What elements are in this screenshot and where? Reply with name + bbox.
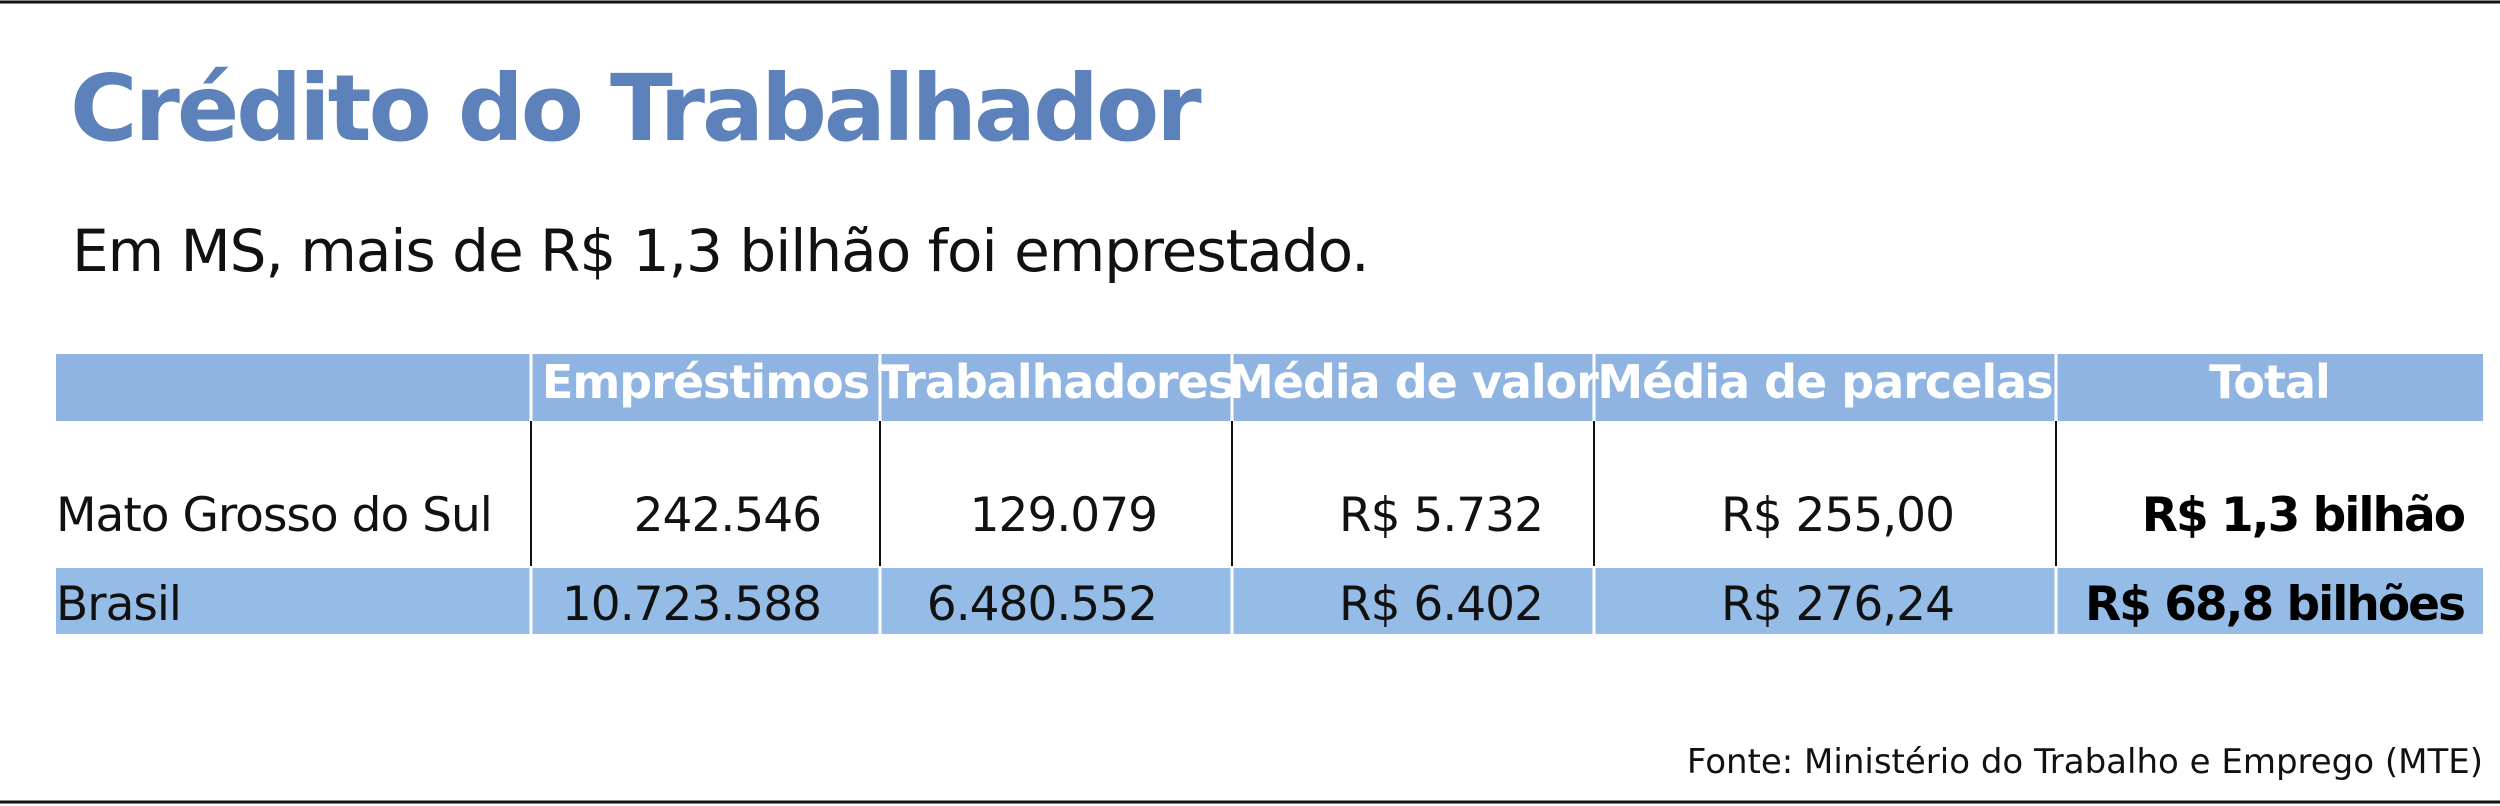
column-header: Total: [2209, 355, 2330, 409]
column-header: Média de valor: [1228, 355, 1599, 409]
cell: 242.546: [634, 488, 821, 543]
row-band: [56, 567, 2483, 634]
cell: R$ 68,8 bilhões: [2085, 577, 2464, 632]
cell: R$ 276,24: [1721, 577, 1954, 632]
cell: R$ 255,00: [1721, 488, 1954, 543]
cell: 6.480.552: [927, 577, 1157, 632]
cell: R$ 6.402: [1339, 577, 1543, 632]
cell: 129.079: [970, 488, 1157, 543]
column-header: Trabalhadores: [878, 355, 1234, 409]
column-header: Empréstimos: [542, 355, 869, 409]
cell: R$ 5.732: [1339, 488, 1543, 543]
column-header: Média de parcelas: [1597, 355, 2052, 409]
row-label: Brasil: [56, 577, 181, 632]
cell: R$ 1,3 bilhão: [2142, 488, 2465, 543]
source: Fonte: Ministério do Trabalho e Emprego …: [1687, 742, 2483, 782]
title: Crédito do Trabalhador: [70, 55, 1202, 162]
header-row: [56, 354, 2483, 421]
subtitle: Em MS, mais de R$ 1,3 bilhão foi emprest…: [72, 217, 1369, 285]
row-label: Mato Grosso do Sul: [56, 488, 492, 543]
cell: 10.723.588: [562, 577, 821, 632]
